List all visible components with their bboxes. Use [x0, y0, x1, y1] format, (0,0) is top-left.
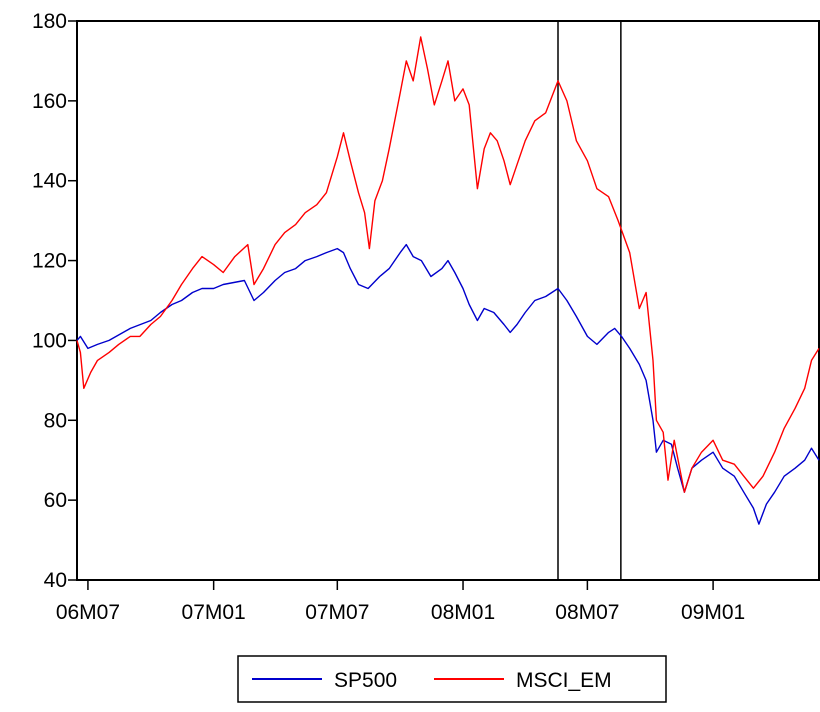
y-tick-label: 40 — [44, 569, 67, 592]
legend-label-msci-em: MSCI_EM — [516, 669, 612, 692]
y-tick-label: 160 — [32, 90, 67, 113]
y-tick-label: 140 — [32, 170, 67, 193]
legend: SP500 MSCI_EM — [237, 655, 667, 703]
x-tick-label: 06M07 — [56, 601, 120, 624]
x-tick-label: 07M07 — [305, 601, 369, 624]
y-tick-label: 80 — [44, 409, 67, 432]
plot-frame — [76, 20, 820, 581]
x-tick-label: 08M01 — [431, 601, 495, 624]
x-tick-label: 07M01 — [182, 601, 246, 624]
y-tick-label: 120 — [32, 250, 67, 273]
y-tick-label: 100 — [32, 329, 67, 352]
series-line-sp500 — [76, 243, 820, 525]
x-axis: 06M07 07M01 07M07 08M01 08M07 09M01 — [56, 580, 745, 624]
x-tick-label: 09M01 — [681, 601, 745, 624]
vertical-markers — [557, 21, 622, 580]
x-tick-label: 08M07 — [555, 601, 619, 624]
y-tick-label: 180 — [32, 10, 67, 33]
y-axis: 40 60 80 100 120 140 160 180 — [32, 10, 77, 592]
y-tick-label: 60 — [44, 489, 67, 512]
series-lines — [76, 36, 820, 525]
series-line-msci-em — [76, 36, 820, 493]
legend-label-sp500: SP500 — [334, 669, 397, 692]
